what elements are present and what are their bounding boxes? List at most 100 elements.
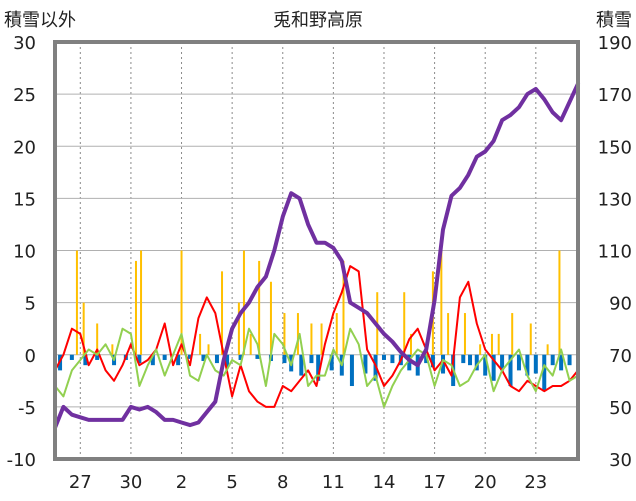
bar-mark (407, 354, 412, 371)
x-tick-label: 27 (69, 472, 92, 493)
precip-bar (511, 313, 514, 355)
precip-bar (440, 250, 443, 355)
y-left-tick-label: -10 (7, 450, 36, 471)
precip-layer (75, 250, 561, 355)
y-left-tick-label: 5 (25, 294, 36, 315)
bar-mark (238, 354, 243, 360)
y-right-tick-label: 30 (609, 450, 632, 471)
chart-title: 兎和野高原 (273, 10, 363, 31)
y-right-tick-label: 170 (598, 85, 632, 106)
precip-bar (283, 313, 286, 355)
bar-mark (474, 354, 479, 371)
bar-mark (225, 354, 230, 368)
precip-bar (335, 313, 338, 355)
bar-mark (349, 354, 354, 387)
x-tick-label: 14 (373, 472, 396, 493)
y-left-axis-label: 積雪以外 (4, 10, 76, 31)
y-right-ticks: 30 50 70 90 110 130 150 170 190 (598, 33, 632, 471)
bar-mark (430, 354, 435, 368)
precip-bar (134, 260, 137, 355)
precip-bar (409, 333, 412, 355)
precip-bar (529, 323, 532, 355)
precip-bar (242, 250, 245, 355)
precip-bar (320, 323, 323, 355)
y-left-tick-label: 10 (13, 242, 36, 263)
bar-mark (525, 354, 530, 376)
y-left-tick-label: -5 (18, 398, 36, 419)
precip-bar (296, 313, 299, 355)
x-tick-label: 5 (226, 472, 237, 493)
bar-mark (390, 354, 395, 364)
bar-mark (559, 354, 564, 371)
x-tick-label: 30 (119, 472, 142, 493)
bar-mark (483, 354, 488, 376)
bar-mark (201, 354, 206, 362)
x-tick-label: 8 (277, 472, 288, 493)
x-tick-label: 17 (423, 472, 446, 493)
plot-frame (53, 40, 580, 461)
bar-mark (508, 354, 513, 387)
y-left-tick-label: 20 (13, 137, 36, 158)
bar-mark (381, 354, 386, 360)
precip-bar (497, 333, 500, 355)
precip-bar (249, 333, 252, 355)
series-line-temp (54, 265, 579, 408)
precip-bar (96, 323, 99, 355)
bar-mark (461, 354, 466, 364)
bar-mark (83, 354, 88, 366)
y-right-tick-label: 50 (609, 398, 632, 419)
bar-mark (176, 354, 181, 366)
y-left-ticks: -10 -5 0 5 10 15 20 25 30 (7, 33, 36, 471)
y-right-tick-label: 150 (598, 137, 632, 158)
bar-mark (491, 354, 496, 381)
series-line-snow (53, 81, 580, 430)
y-right-tick-label: 110 (598, 242, 632, 263)
y-right-tick-label: 90 (609, 294, 632, 315)
bar-mark (137, 354, 142, 364)
bar-mark (187, 354, 192, 359)
bar-mark (299, 354, 304, 376)
bar-mark (363, 354, 368, 374)
bar-mark (316, 354, 321, 381)
y-right-tick-label: 70 (609, 346, 632, 367)
bar-mark (150, 354, 155, 366)
bar-mark (441, 354, 446, 374)
bar-mark (214, 354, 219, 364)
y-left-tick-label: 25 (13, 85, 36, 106)
precip-bar (258, 260, 261, 355)
bar-mark (567, 354, 572, 366)
x-tick-label: 2 (176, 472, 187, 493)
precip-bar (310, 323, 313, 355)
precip-bar (269, 281, 272, 355)
precip-bar (221, 271, 224, 355)
precip-bar (479, 344, 482, 355)
precip-bar (207, 344, 210, 355)
bar-mark (424, 354, 429, 364)
bar-mark (500, 354, 505, 371)
y-right-tick-label: 190 (598, 33, 632, 54)
y-left-tick-label: 0 (25, 346, 36, 367)
lines-layer (53, 81, 580, 430)
x-tick-label: 11 (322, 472, 345, 493)
y-left-tick-label: 15 (13, 189, 36, 210)
bar-mark (282, 354, 287, 364)
bar-mark (542, 354, 547, 392)
bar-mark (95, 354, 100, 360)
x-ticks: 27 30 2 5 8 11 14 17 20 23 (69, 472, 547, 493)
bar-mark (533, 354, 538, 374)
x-tick-label: 20 (474, 472, 497, 493)
precip-bar (558, 250, 561, 355)
series-line-dewpoint (54, 327, 579, 408)
precip-bar (111, 344, 114, 355)
precip-bar (403, 292, 406, 355)
precip-bar (75, 250, 78, 355)
precip-bar (463, 313, 466, 355)
x-tick-label: 23 (524, 472, 547, 493)
bar-mark (255, 354, 260, 359)
precip-bar (490, 333, 493, 355)
bar-mark (516, 354, 521, 371)
bars-layer (58, 354, 580, 392)
precip-bar (237, 302, 240, 355)
precip-bar (180, 250, 183, 355)
